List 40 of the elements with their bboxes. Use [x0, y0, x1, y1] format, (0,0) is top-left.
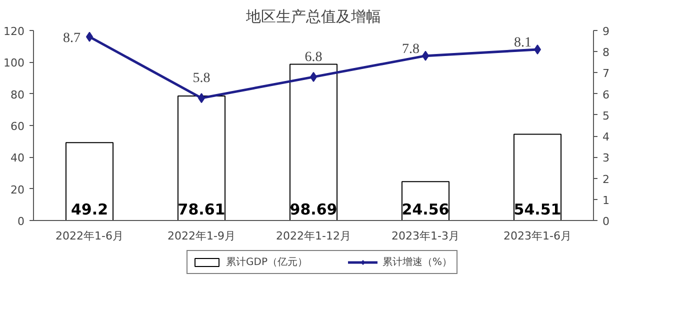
- data-label: 24.56: [402, 200, 450, 218]
- x-tick-label: 2022年1-12月: [276, 230, 351, 242]
- chart-title: 地区生产总值及增幅: [245, 8, 381, 26]
- y2-tick-label: 4: [602, 130, 610, 144]
- data-label: 49.2: [70, 200, 108, 218]
- y2-tick-label: 6: [602, 88, 610, 102]
- y-tick-label: 80: [10, 88, 25, 102]
- y-tick-label: 20: [10, 183, 25, 196]
- data-label: 7.8: [402, 42, 420, 57]
- x-tick-label: 2023年1-6月: [504, 230, 572, 242]
- y2-tick-label: 7: [602, 67, 610, 80]
- y-tick-label: 120: [4, 25, 25, 38]
- bar: [513, 134, 562, 220]
- data-label: 8.1: [514, 36, 532, 50]
- y2-tick-label: 8: [602, 46, 610, 60]
- data-label: 78.61: [178, 200, 226, 218]
- x-tick-label: 2023年1-3月: [392, 230, 460, 242]
- bar: [65, 142, 114, 220]
- y-tick-label: 40: [10, 152, 25, 165]
- legend-label: 累计增速（%）: [382, 256, 452, 269]
- data-label: 54.51: [514, 200, 562, 218]
- data-label: 98.69: [290, 200, 338, 218]
- y2-tick-label: 3: [602, 152, 610, 165]
- y2-tick-label: 1: [602, 194, 610, 207]
- data-label: 5.8: [192, 71, 210, 86]
- bar: [289, 64, 338, 220]
- x-tick-label: 2022年1-6月: [56, 230, 124, 242]
- data-label: 8.7: [63, 30, 80, 46]
- y2-tick-label: 5: [602, 109, 610, 122]
- legend-label: 累计GDP（亿元）: [226, 256, 308, 269]
- y-tick-label: 60: [10, 120, 25, 133]
- data-label: 6.8: [304, 50, 322, 65]
- y-tick-label: 100: [4, 56, 25, 70]
- x-tick-label: 2022年1-9月: [168, 230, 236, 242]
- point: [534, 44, 541, 54]
- y-tick-label: 0: [18, 215, 24, 228]
- y2-tick-label: 2: [602, 172, 610, 186]
- y2-tick-label: 9: [602, 25, 610, 38]
- y2-tick-label: 0: [602, 215, 610, 228]
- bar: [177, 96, 226, 220]
